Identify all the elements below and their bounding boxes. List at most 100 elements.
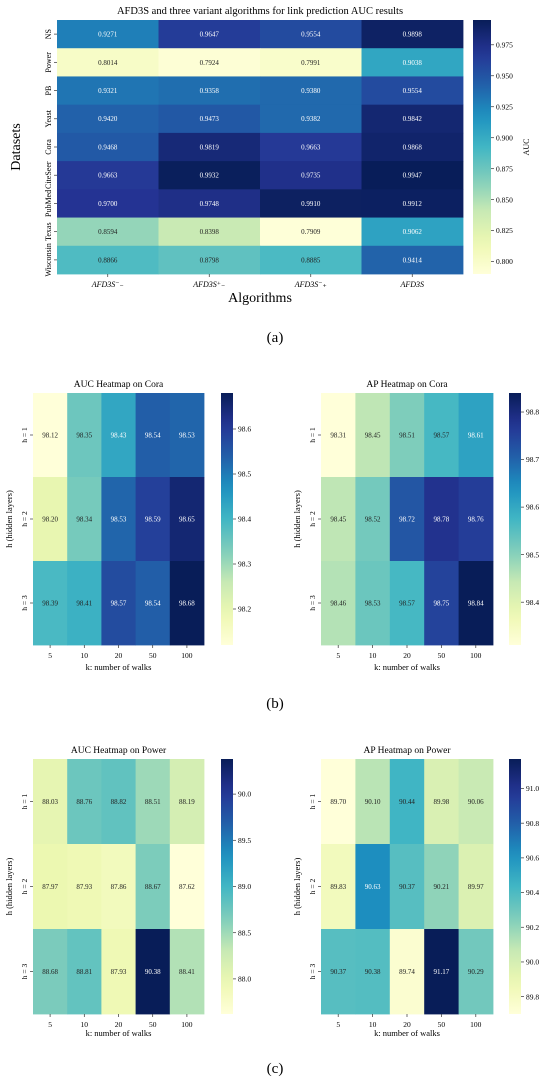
- cell-value-label: 98.72: [399, 515, 415, 523]
- heatmap-cell: [135, 393, 171, 478]
- colorbar-tick-label: 98.4: [526, 598, 539, 607]
- x-tick-label: AFD3S⁺₋: [192, 280, 225, 289]
- heatmap-cell: [33, 844, 68, 930]
- heatmap-cell: [169, 759, 205, 845]
- cell-value-label: 98.20: [42, 515, 58, 523]
- heatmap-cell: [424, 561, 459, 646]
- colorbar-tick-label: 90.0: [238, 790, 251, 799]
- y-tick-label: CiteSeer: [44, 161, 53, 189]
- heatmap-cell: [135, 759, 171, 845]
- heatmap-cell: [135, 929, 171, 1015]
- heatmap-cell: [458, 844, 494, 930]
- heatmap-cell: [169, 844, 205, 930]
- y-tick-label: Wisconsin: [44, 243, 53, 276]
- heatmap-cell: [321, 477, 356, 562]
- colorbar-tick-label: 0.825: [496, 226, 513, 235]
- colorbar-tick-label: 90.0: [526, 958, 539, 967]
- heatmap-cell: [260, 217, 362, 247]
- heatmap-cell: [424, 929, 459, 1015]
- heatmap-cell: [169, 393, 205, 478]
- x-tick-label: 50: [438, 1020, 446, 1029]
- heatmap-cell: [260, 104, 362, 134]
- cell-value-label: 98.76: [468, 515, 484, 523]
- cell-value-label: 91.17: [434, 968, 450, 976]
- chart-title: AP Heatmap on Power: [364, 746, 452, 756]
- cell-value-label: 0.9554: [301, 31, 321, 39]
- y-tick-label: NS: [44, 29, 53, 39]
- x-tick-label: 20: [115, 651, 123, 660]
- cell-value-label: 98.57: [434, 431, 450, 439]
- cell-value-label: 98.31: [330, 431, 346, 439]
- chart-title: AFD3S and three variant algorithms for l…: [117, 6, 403, 17]
- y-tick-label: h = 1: [308, 794, 317, 810]
- cell-value-label: 0.8798: [200, 256, 220, 264]
- cell-value-label: 0.9468: [98, 143, 118, 151]
- heatmap-cell: [158, 189, 261, 218]
- x-tick-label: 10: [81, 651, 89, 660]
- heatmap-cell: [57, 132, 159, 162]
- colorbar-tick-label: 0.975: [496, 40, 513, 49]
- cell-value-label: 98.54: [145, 431, 161, 439]
- cell-value-label: 0.9321: [98, 87, 118, 95]
- cell-value-label: 89.74: [399, 968, 415, 976]
- cell-value-label: 0.9062: [403, 228, 423, 236]
- cell-value-label: 98.45: [365, 431, 381, 439]
- panel-label-b: (b): [266, 696, 284, 712]
- cell-value-label: 89.83: [330, 883, 346, 891]
- cell-value-label: 0.9947: [403, 172, 423, 180]
- cell-value-label: 0.9663: [98, 172, 118, 180]
- cell-value-label: 89.98: [434, 798, 450, 806]
- heatmap-cell: [33, 929, 68, 1015]
- heatmap-cell: [67, 477, 102, 562]
- heatmap-cell: [57, 161, 159, 190]
- x-tick-label: 5: [336, 651, 340, 660]
- heatmap-cell: [57, 217, 159, 247]
- cell-value-label: 98.65: [179, 515, 195, 523]
- colorbar-tick-label: 98.8: [526, 408, 539, 417]
- cell-value-label: 0.9382: [301, 115, 321, 123]
- heatmap-cell: [389, 477, 425, 562]
- cell-value-label: 0.9819: [200, 143, 220, 151]
- heatmap-cell: [57, 20, 159, 49]
- heatmap-cell: [361, 245, 464, 275]
- colorbar-label: AUC: [522, 139, 531, 156]
- cell-value-label: 90.38: [145, 968, 161, 976]
- cell-value-label: 0.9910: [301, 200, 321, 208]
- colorbar-tick-label: 91.0: [526, 784, 539, 793]
- colorbar: [509, 759, 521, 1014]
- y-tick-label: h = 3: [308, 964, 317, 980]
- cell-value-label: 0.9271: [98, 31, 118, 39]
- heatmap-cell: [158, 245, 261, 275]
- cell-value-label: 98.35: [76, 431, 92, 439]
- heatmap-cell: [260, 245, 362, 275]
- y-tick-label: h = 1: [308, 427, 317, 443]
- heatmap-cell: [67, 561, 102, 646]
- heatmap-cell: [361, 189, 464, 218]
- heatmap-cell: [135, 477, 171, 562]
- cell-value-label: 98.12: [42, 431, 58, 439]
- heatmap-cell: [67, 929, 102, 1015]
- colorbar-tick-label: 90.2: [526, 923, 539, 932]
- colorbar-tick-label: 98.3: [238, 560, 251, 569]
- colorbar-tick-label: 98.6: [526, 503, 539, 512]
- colorbar-tick-label: 98.7: [526, 455, 539, 464]
- cell-value-label: 0.9735: [301, 172, 321, 180]
- cell-value-label: 0.9842: [403, 115, 423, 123]
- y-axis-label: h (hidden layers): [292, 490, 302, 548]
- heatmap-cell: [355, 759, 391, 845]
- heatmap-cell: [57, 189, 159, 218]
- heatmap-cell: [57, 104, 159, 134]
- x-tick-label: 5: [336, 1020, 340, 1029]
- heatmap-cell: [355, 561, 391, 646]
- x-axis-label: k: number of walks: [374, 662, 440, 672]
- x-tick-label: 5: [48, 1020, 52, 1029]
- heatmap-cell: [57, 245, 159, 275]
- cell-value-label: 98.57: [399, 599, 415, 607]
- heatmap-cell: [260, 76, 362, 106]
- heatmap-cell: [458, 759, 494, 845]
- heatmap-cell: [33, 477, 68, 562]
- x-tick-label: 20: [403, 1020, 411, 1029]
